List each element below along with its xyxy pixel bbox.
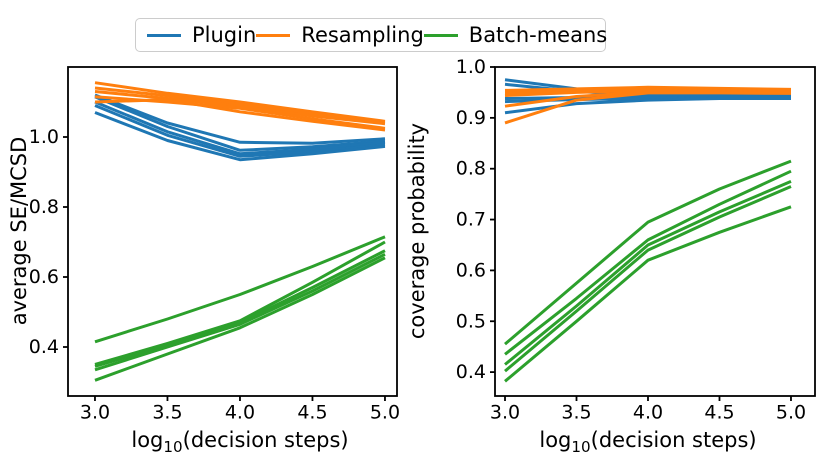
x-tick-label: 4.0: [633, 402, 663, 424]
xlabel-subscript: 10: [571, 438, 591, 457]
left-x-axis-label: log10(decision steps): [131, 428, 348, 456]
x-tick-label: 3.5: [152, 402, 182, 424]
x-tick-label: 4.0: [225, 402, 255, 424]
axes-frame: [67, 66, 398, 397]
plugin-line: [94, 100, 386, 156]
resampling-line: [94, 90, 386, 126]
plugin-line-swatch: [147, 33, 181, 37]
xlabel-text-part: (decision steps): [182, 428, 349, 452]
right-x-axis-label: log10(decision steps): [539, 428, 756, 456]
batch-means-line: [504, 169, 792, 356]
legend-item-plugin: Plugin: [147, 22, 257, 47]
plugin-line: [94, 95, 386, 152]
y-tick-label: 0.6: [456, 259, 486, 281]
batch-means-line: [504, 205, 792, 383]
plugin-line: [94, 111, 386, 162]
left-y-axis-label: average SE/MCSD: [7, 136, 31, 326]
batch-means-line: [94, 240, 386, 366]
y-tick-label: 0.4: [29, 336, 59, 358]
batch-means-line: [504, 159, 792, 346]
y-tick-label: 0.9: [456, 107, 486, 129]
resampling-line: [504, 91, 792, 125]
batch-means-line: [94, 235, 386, 344]
plugin-line: [94, 93, 386, 145]
x-tick-label: 3.0: [490, 402, 520, 424]
resampling-line: [94, 98, 386, 132]
xlabel-subscript: 10: [163, 438, 183, 457]
y-tick-label: 0.8: [456, 158, 486, 180]
plugin-line: [94, 104, 386, 158]
legend-item-resampling: Resampling: [256, 22, 424, 47]
x-tick-label: 4.5: [704, 402, 734, 424]
batch-means-line: [94, 252, 386, 372]
resampling-line: [94, 81, 386, 123]
y-tick-label: 0.6: [29, 266, 59, 288]
batch-means-line: [504, 185, 792, 373]
x-tick-label: 3.5: [561, 402, 591, 424]
y-tick-label: 0.5: [456, 310, 486, 332]
axes-frame: [494, 66, 816, 397]
batch-means-line-swatch: [423, 33, 458, 37]
xlabel-text-part: log: [131, 428, 164, 452]
x-tick-label: 4.5: [297, 402, 327, 424]
y-tick-label: 1.0: [29, 126, 59, 148]
batch-means-line: [94, 249, 386, 368]
resampling-line-swatch: [256, 33, 291, 37]
legend-label-plugin: Plugin: [192, 22, 257, 47]
xlabel-text-part: log: [539, 428, 572, 452]
y-tick-label: 0.4: [456, 361, 486, 383]
y-tick-label: 0.8: [29, 196, 59, 218]
x-tick-label: 5.0: [776, 402, 806, 424]
legend-label-batch-means: Batch-means: [468, 22, 608, 47]
y-tick-label: 0.7: [456, 209, 486, 231]
right-y-axis-label: coverage probability: [405, 122, 429, 340]
x-tick-label: 3.0: [80, 402, 110, 424]
legend-label-resampling: Resampling: [301, 22, 424, 47]
x-tick-label: 5.0: [370, 402, 400, 424]
resampling-line: [94, 86, 386, 124]
legend-item-batch-means: Batch-means: [423, 22, 608, 47]
legend: Plugin Resampling Batch-means: [135, 18, 608, 52]
xlabel-text-part: (decision steps): [590, 428, 757, 452]
y-tick-label: 1.0: [456, 56, 486, 78]
batch-means-line: [94, 256, 386, 382]
batch-means-line: [504, 180, 792, 366]
